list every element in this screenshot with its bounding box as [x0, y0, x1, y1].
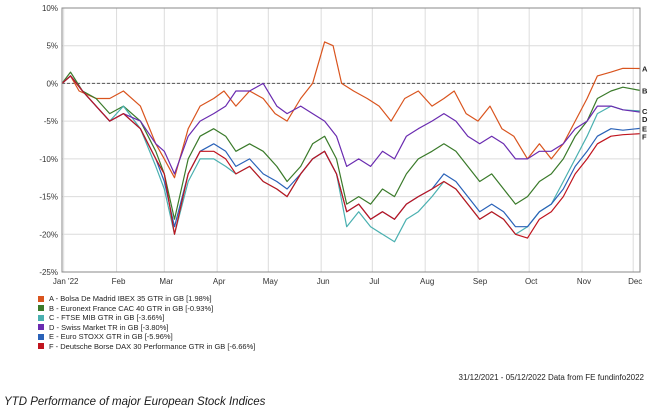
- source-note: 31/12/2021 - 05/12/2022 Data from FE fun…: [458, 373, 644, 382]
- grid-lines: [62, 7, 640, 273]
- figure-caption: YTD Performance of major European Stock …: [4, 396, 266, 408]
- legend-swatch: [38, 314, 44, 321]
- legend-swatch: [38, 343, 44, 350]
- legend-label: F - Deutsche Borse DAX 30 Performance GT…: [49, 341, 256, 351]
- legend-swatch: [38, 333, 44, 340]
- legend-label: D - Swiss Market TR in GB [-3.80%]: [49, 322, 169, 332]
- legend-item: E - Euro STOXX GTR in GB [-5.96%]: [38, 332, 255, 342]
- y-tick-label: -10%: [39, 155, 58, 164]
- x-tick-label: Dec: [628, 277, 642, 286]
- y-tick-label: -20%: [39, 230, 58, 239]
- x-tick-label: Apr: [213, 277, 226, 286]
- y-tick-label: -15%: [39, 193, 58, 202]
- series-end-label: D: [642, 115, 648, 124]
- x-tick-label: Mar: [159, 277, 173, 286]
- series-line-a: [61, 41, 641, 179]
- x-tick-label: Aug: [420, 277, 434, 286]
- x-tick-label: Jun: [317, 277, 330, 286]
- x-tick-label: Jan '22: [53, 277, 79, 286]
- y-tick-label: 10%: [42, 4, 58, 13]
- series-end-label: F: [642, 132, 647, 141]
- legend-label: B - Euronext France CAC 40 GTR in GB [-0…: [49, 303, 214, 313]
- legend-item: A - Bolsa De Madrid IBEX 35 GTR in GB [1…: [38, 294, 255, 304]
- legend-swatch: [38, 305, 44, 312]
- legend-label: C - FTSE MIB GTR in GB [-3.66%]: [49, 313, 165, 322]
- y-axis-tick-labels: 10% 5% 0% -5% -10% -15% -20% -25%: [39, 4, 58, 277]
- x-tick-label: Nov: [577, 277, 591, 286]
- x-tick-label: Feb: [112, 277, 126, 286]
- x-tick-label: Oct: [525, 277, 538, 286]
- line-chart: 10% 5% 0% -5% -10% -15% -20% -25% Jan '22 Feb Mar…: [39, 4, 648, 286]
- legend-swatch: [38, 295, 44, 302]
- y-tick-label: -25%: [39, 268, 58, 277]
- series-end-label: C: [642, 107, 648, 116]
- x-tick-label: Jul: [369, 277, 379, 286]
- series-line-e: [61, 75, 641, 228]
- legend: A - Bolsa De Madrid IBEX 35 GTR in GB [1…: [38, 294, 255, 351]
- series-end-label: A: [642, 64, 648, 73]
- plot-frame: [61, 7, 641, 273]
- legend-item: C - FTSE MIB GTR in GB [-3.66%]: [38, 313, 255, 323]
- x-tick-label: Sep: [473, 277, 488, 286]
- legend-label: A - Bolsa De Madrid IBEX 35 GTR in GB [1…: [49, 294, 212, 303]
- x-tick-label: May: [263, 277, 278, 286]
- legend-item: D - Swiss Market TR in GB [-3.80%]: [38, 323, 255, 333]
- x-axis-tick-labels: Jan '22 Feb Mar Apr May Jun Jul Aug Sep Oct Nov Dec: [53, 277, 642, 286]
- series-end-label: E: [642, 124, 647, 133]
- series-end-label: B: [642, 86, 648, 95]
- legend-swatch: [38, 324, 44, 331]
- legend-item: B - Euronext France CAC 40 GTR in GB [-0…: [38, 304, 255, 314]
- legend-item: F - Deutsche Borse DAX 30 Performance GT…: [38, 342, 255, 352]
- y-tick-label: 5%: [46, 42, 58, 51]
- series-line-b: [61, 71, 641, 220]
- y-tick-label: 0%: [46, 79, 58, 88]
- series-lines: [61, 41, 641, 243]
- y-tick-label: -5%: [44, 117, 58, 126]
- series-line-f: [61, 75, 641, 239]
- legend-label: E - Euro STOXX GTR in GB [-5.96%]: [49, 332, 173, 341]
- series-line-d: [61, 75, 641, 175]
